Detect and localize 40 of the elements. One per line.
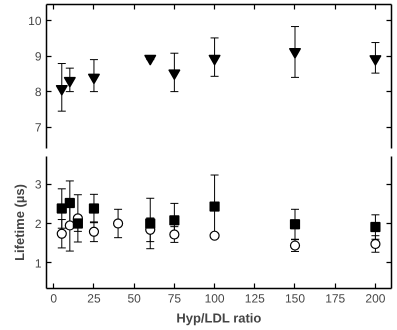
point	[208, 54, 221, 66]
point	[369, 55, 382, 66]
point	[168, 69, 180, 80]
y-tick-label: 3	[34, 178, 42, 192]
point	[169, 229, 180, 240]
point	[88, 203, 100, 214]
y-tick-label: 9	[34, 50, 42, 64]
point	[169, 215, 180, 226]
x-tick-label: 175	[325, 292, 346, 306]
y-axis-title: Lifetime (µs)	[12, 184, 27, 261]
y-tick-label: 8	[34, 85, 42, 100]
point	[64, 198, 75, 208]
x-axis-title: Hyp/LDL ratio	[176, 310, 262, 326]
x-tick-label: 50	[127, 292, 142, 306]
point	[145, 218, 156, 229]
point	[72, 218, 83, 229]
x-tick-label: 0	[50, 292, 58, 306]
point	[88, 226, 100, 237]
point	[64, 76, 76, 88]
point	[56, 203, 67, 214]
point	[56, 84, 68, 96]
point	[88, 74, 100, 84]
y-tick-label: 7	[34, 120, 42, 135]
point	[370, 222, 381, 232]
x-tick-label: 200	[365, 292, 386, 306]
x-tick-label: 125	[244, 292, 266, 306]
point	[209, 201, 220, 212]
y-tick-label: 10	[28, 14, 42, 28]
y-tick-label: 2	[34, 216, 42, 231]
x-tick-label: 150	[284, 292, 306, 306]
point	[112, 218, 124, 229]
point	[370, 238, 381, 250]
x-tick-label: 75	[168, 292, 182, 306]
x-tick-label: 100	[204, 292, 225, 306]
point	[288, 48, 302, 59]
point	[144, 54, 156, 66]
point	[56, 228, 67, 239]
y-tick-label: 1	[34, 256, 42, 270]
point	[290, 219, 300, 230]
x-tick-label: 25	[87, 292, 101, 306]
